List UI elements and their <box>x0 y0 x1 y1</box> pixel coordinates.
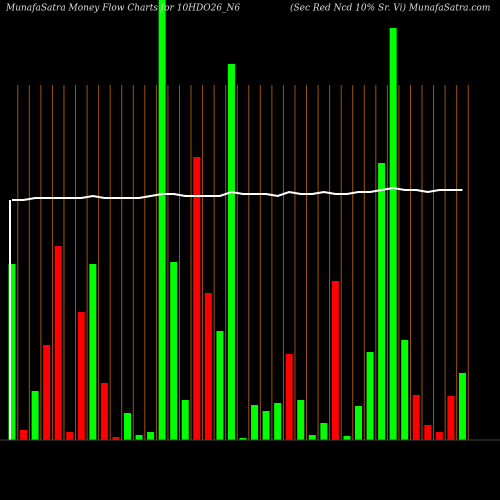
bar <box>8 264 16 440</box>
bar <box>297 400 305 440</box>
bar <box>66 432 74 440</box>
money-flow-line <box>12 186 463 201</box>
bar <box>389 28 397 440</box>
bar <box>43 345 51 440</box>
plot <box>0 0 500 441</box>
bar <box>31 391 39 440</box>
bar <box>158 0 166 440</box>
bar <box>447 396 455 440</box>
bar <box>204 293 212 440</box>
bar <box>378 163 386 440</box>
bar <box>262 411 270 440</box>
bar <box>100 383 108 440</box>
bar <box>54 246 62 440</box>
bar <box>216 331 224 440</box>
bar <box>193 157 201 440</box>
chart-subtitle: (Sec Red Ncd 10% Sr. Vi) MunafaSatra.com <box>290 3 490 14</box>
bar <box>320 423 328 440</box>
bar <box>251 405 259 440</box>
bar <box>135 435 143 440</box>
bar <box>112 437 120 440</box>
bar <box>181 400 189 440</box>
bar <box>343 436 351 440</box>
bar <box>435 432 443 440</box>
bar <box>308 435 316 440</box>
bar <box>412 395 420 440</box>
bar <box>401 340 409 440</box>
bar <box>366 352 374 440</box>
bar <box>239 438 247 440</box>
bar <box>124 413 131 440</box>
bar <box>458 373 466 440</box>
bar <box>20 430 28 440</box>
bar <box>331 281 339 440</box>
bar <box>89 264 97 440</box>
bar <box>147 432 155 440</box>
bar <box>77 312 85 440</box>
bar <box>424 425 432 440</box>
bar <box>227 64 235 440</box>
bar <box>355 406 362 440</box>
bar <box>170 262 178 440</box>
bar <box>285 354 293 440</box>
bar <box>274 403 282 440</box>
chart-title: MunafaSatra Money Flow Charts for 10HDO2… <box>5 4 240 14</box>
